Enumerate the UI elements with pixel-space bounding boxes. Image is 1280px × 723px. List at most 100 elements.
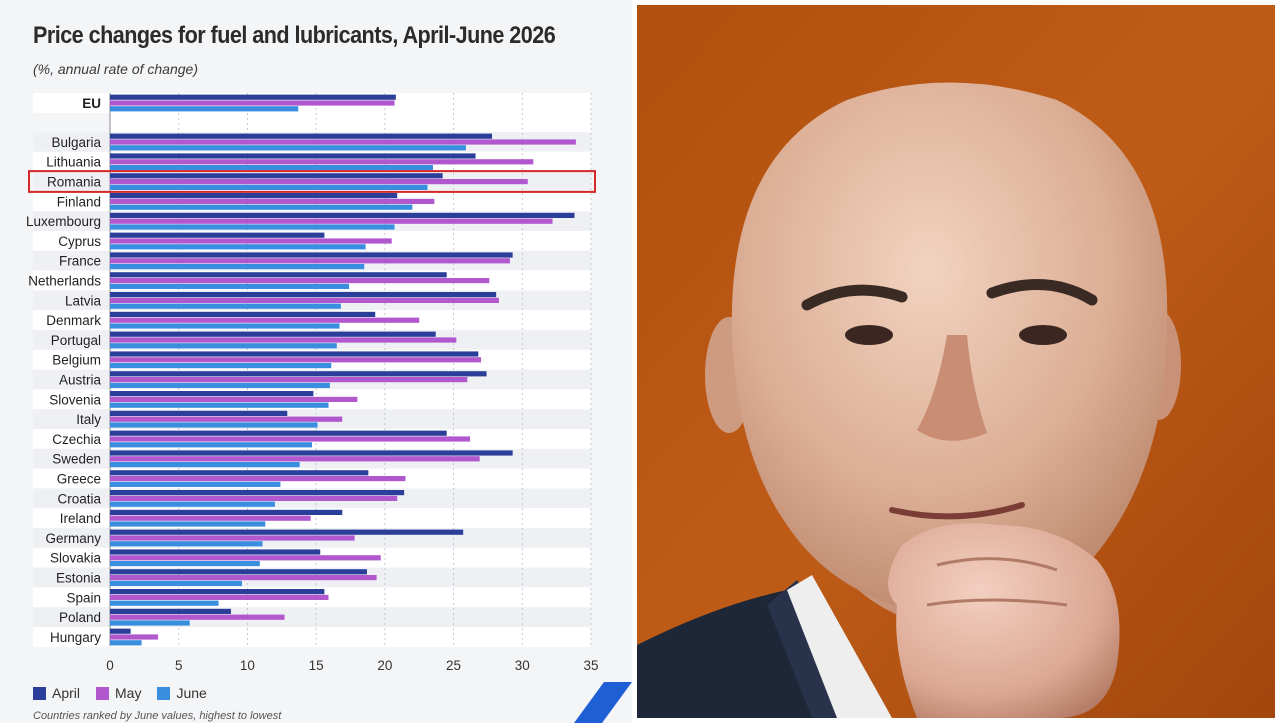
category-label: Greece — [57, 472, 101, 487]
legend-label-may: May — [115, 685, 142, 701]
corner-stripe-graphic — [574, 682, 632, 723]
category-label: Sweden — [52, 452, 101, 467]
bar-may — [110, 238, 392, 244]
x-tick-label: 25 — [446, 658, 461, 673]
bar-may — [110, 476, 406, 482]
bar-june — [110, 264, 365, 270]
category-label: Austria — [59, 373, 102, 388]
bar-june — [110, 363, 332, 369]
bar-may — [110, 614, 285, 620]
legend-item-may: May — [96, 685, 141, 701]
bar-april — [110, 549, 321, 555]
bar-april — [110, 153, 476, 159]
category-label: Portugal — [51, 333, 101, 348]
bar-june — [110, 501, 275, 507]
category-label: Latvia — [65, 293, 102, 308]
chart-panel: Price changes for fuel and lubricants, A… — [0, 0, 632, 723]
category-label: Bulgaria — [51, 135, 101, 150]
category-label: Poland — [59, 610, 101, 625]
bar-april — [110, 569, 367, 575]
chart-subtitle: (%, annual rate of change) — [33, 61, 198, 77]
category-label: Croatia — [57, 491, 101, 506]
bar-may — [110, 159, 534, 165]
category-label: Czechia — [52, 432, 101, 447]
bar-june — [110, 204, 413, 210]
bar-june — [110, 184, 428, 190]
category-label: Lithuania — [46, 155, 101, 170]
legend-swatch-june — [157, 686, 171, 700]
bar-june — [110, 580, 242, 586]
bar-june — [110, 106, 299, 112]
bar-april — [110, 450, 513, 456]
bar-june — [110, 541, 263, 547]
bar-may — [110, 100, 395, 106]
x-tick-label: 20 — [377, 658, 392, 673]
category-label: Italy — [76, 412, 101, 427]
bar-may — [110, 515, 311, 521]
category-label: Denmark — [46, 313, 101, 328]
bar-april — [110, 252, 513, 258]
x-tick-label: 10 — [240, 658, 255, 673]
legend-swatch-may — [96, 686, 110, 700]
bar-may — [110, 535, 355, 541]
bar-april — [110, 509, 343, 515]
bar-may — [110, 139, 576, 145]
legend: April May June — [33, 685, 207, 701]
legend-label-june: June — [176, 685, 207, 701]
bar-april — [110, 232, 325, 238]
category-label: Finland — [57, 194, 101, 209]
bar-april — [110, 490, 405, 496]
bar-april — [110, 311, 376, 317]
bar-may — [110, 575, 377, 581]
category-label: Hungary — [50, 630, 101, 645]
bar-may — [110, 634, 159, 640]
legend-label-april: April — [52, 685, 81, 701]
bar-april — [110, 529, 464, 535]
bar-june — [110, 283, 350, 289]
bar-may — [110, 377, 468, 383]
bar-may — [110, 297, 499, 303]
category-label: Ireland — [60, 511, 101, 526]
bar-april — [110, 292, 497, 298]
bar-june — [110, 145, 466, 151]
bar-april — [110, 193, 398, 199]
bar-may — [110, 278, 490, 284]
category-label: France — [59, 254, 101, 269]
bar-june — [110, 561, 260, 567]
bar-april — [110, 371, 487, 377]
category-label: Netherlands — [28, 274, 101, 289]
bar-may — [110, 258, 510, 264]
bar-april — [110, 410, 288, 416]
bar-april — [110, 173, 443, 179]
category-label: Germany — [45, 531, 101, 546]
bar-june — [110, 521, 266, 527]
highlight-box-romania — [28, 170, 596, 193]
bar-april — [110, 628, 131, 634]
bar-chart: EU Bulgaria Lithuania Romania Finland Luxembo… — [26, 93, 599, 673]
category-label: Belgium — [52, 353, 101, 368]
bar-april — [110, 212, 575, 218]
bar-may — [110, 179, 528, 185]
bar-may — [110, 396, 358, 402]
bar-april — [110, 470, 369, 476]
category-label: Cyprus — [58, 234, 101, 249]
bar-june — [110, 343, 337, 349]
legend-item-april: April — [33, 685, 80, 701]
bar-april — [110, 351, 479, 357]
bar-june — [110, 382, 330, 388]
bar-june — [110, 640, 142, 646]
bars — [110, 94, 576, 646]
legend-item-june: June — [157, 685, 207, 701]
bar-april — [110, 589, 325, 595]
bar-april — [110, 331, 436, 337]
bar-june — [110, 303, 341, 309]
bar-may — [110, 198, 435, 204]
bar-june — [110, 481, 281, 487]
chart-title: Price changes for fuel and lubricants, A… — [33, 22, 556, 49]
bar-may — [110, 218, 553, 224]
bar-april — [110, 391, 314, 397]
category-label: Slovenia — [49, 392, 101, 407]
category-label: Romania — [47, 175, 102, 190]
highlight-layer — [28, 170, 596, 193]
bar-april — [110, 608, 231, 614]
